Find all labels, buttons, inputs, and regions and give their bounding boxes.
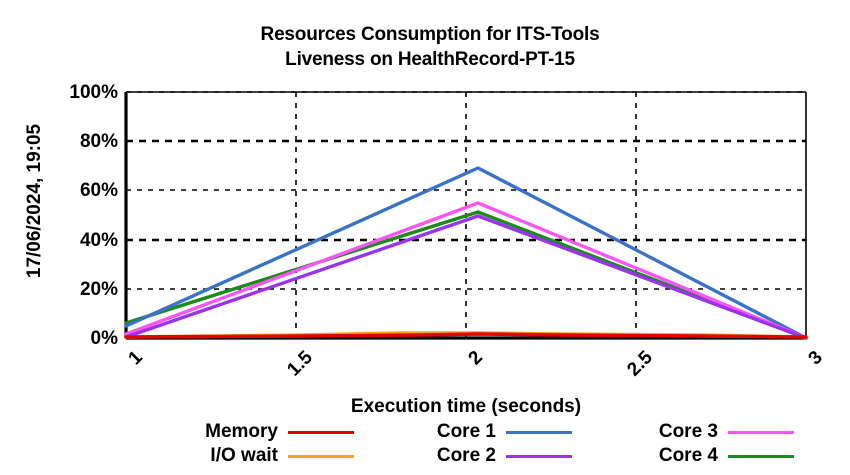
legend-column-1: Memory I/O wait [160,420,380,472]
legend-item-core-1[interactable]: Core 1 [378,420,598,444]
legend-label-core-3: Core 3 [658,421,718,442]
legend-item-core-3[interactable]: Core 3 [600,420,820,444]
series-lines [124,166,808,340]
series-line-core4 [124,210,808,340]
y-tick-label-0: 0% [90,328,118,349]
series-line-core3 [124,201,808,340]
x-axis-title: Execution time (seconds) [350,396,582,417]
y-tick-label-80: 80% [79,131,118,152]
legend-item-core-2[interactable]: Core 2 [378,444,598,468]
chart-title: Resources Consumption for ITS-Tools Live… [260,24,600,70]
chart-legend: Memory I/O wait Core 1 Core 2 Core 3 [160,420,840,472]
legend-column-2: Core 1 Core 2 [378,420,598,472]
legend-swatch-core-2 [506,455,572,458]
y-tick-label-40: 40% [79,230,118,251]
series-line-core2 [124,214,808,340]
legend-label-memory: Memory [205,421,278,442]
y-tick-label-100: 100% [69,82,118,103]
legend-swatch-core-4 [728,455,794,458]
legend-item-io-wait[interactable]: I/O wait [160,444,380,468]
legend-swatch-core-3 [728,431,794,434]
legend-label-core-1: Core 1 [436,421,496,442]
legend-item-core-4[interactable]: Core 4 [600,444,820,468]
legend-label-core-4: Core 4 [658,445,718,466]
y-tick-label-60: 60% [79,180,118,201]
y-tick-label-20: 20% [79,279,118,300]
legend-label-core-2: Core 2 [436,445,496,466]
legend-item-memory[interactable]: Memory [160,420,380,444]
series-line-memory [124,332,808,339]
legend-swatch-core-1 [506,431,572,434]
legend-swatch-memory [288,431,354,434]
legend-column-3: Core 3 Core 4 [600,420,820,472]
legend-swatch-io-wait [288,455,354,458]
legend-label-io-wait: I/O wait [210,445,278,466]
series-line-core1 [124,166,808,340]
